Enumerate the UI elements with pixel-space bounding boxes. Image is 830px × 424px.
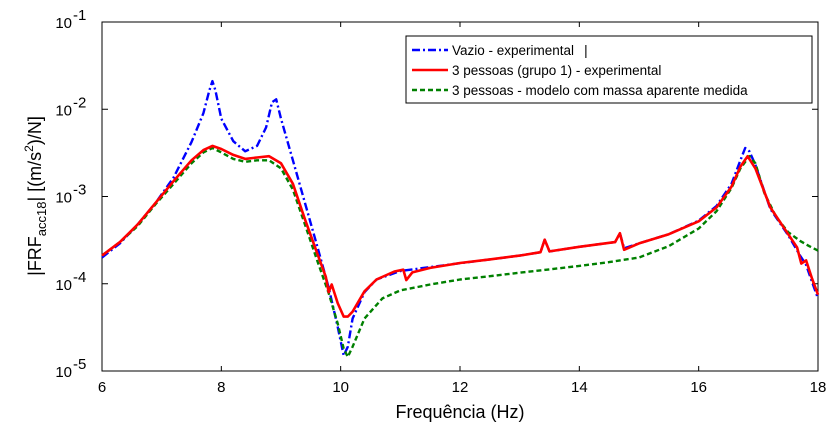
series-line-1 bbox=[101, 144, 820, 318]
x-axis-label: Frequência (Hz) bbox=[395, 402, 524, 422]
legend-label-vazio: Vazio - experimental | bbox=[452, 43, 588, 58]
y-tick-exponent: -3 bbox=[73, 182, 86, 199]
y-tick-exponent: -4 bbox=[73, 269, 86, 286]
legend: Vazio - experimental | 3 pessoas (grupo 1… bbox=[405, 35, 813, 104]
y-tick-label: 10 bbox=[55, 190, 72, 207]
y-tick-label: 10 bbox=[55, 102, 72, 119]
y-label-prefix: |FRF bbox=[25, 236, 45, 276]
legend-box bbox=[405, 35, 813, 104]
y-label-subscript: acc18 bbox=[34, 201, 49, 236]
x-tick-label: 8 bbox=[217, 379, 225, 396]
y-tick-label: 10 bbox=[55, 364, 72, 381]
y-tick-base: 10 bbox=[55, 277, 72, 294]
y-label-middle: | [(m/s bbox=[25, 152, 45, 202]
y-tick-base: 10 bbox=[55, 102, 72, 119]
y-tick-exponent: -1 bbox=[73, 7, 86, 24]
y-tick-base: 10 bbox=[55, 15, 72, 32]
y-tick-label: 10 bbox=[55, 277, 72, 294]
x-tick-label: 16 bbox=[690, 379, 707, 396]
legend-label-3-pessoas-experimental: 3 pessoas (grupo 1) - experimental bbox=[452, 63, 661, 78]
x-tick-label: 18 bbox=[810, 379, 827, 396]
y-tick-label: 10 bbox=[55, 15, 72, 32]
series-line-0 bbox=[101, 79, 820, 357]
y-tick-base: 10 bbox=[55, 364, 72, 381]
y-axis-label: |FRFacc18| [(m/s2)/N] bbox=[22, 116, 49, 276]
x-tick-label: 14 bbox=[571, 379, 588, 396]
series-lines bbox=[101, 79, 820, 359]
x-tick-label: 12 bbox=[452, 379, 469, 396]
y-label-superscript: 2 bbox=[22, 145, 36, 152]
y-tick-base: 10 bbox=[55, 190, 72, 207]
legend-label-vazio-suffix: | bbox=[584, 43, 588, 58]
legend-label-3-pessoas-modelo: 3 pessoas - modelo com massa aparente me… bbox=[452, 83, 748, 98]
y-tick-exponent: -5 bbox=[73, 356, 86, 373]
x-tick-label: 6 bbox=[98, 379, 106, 396]
x-tick-label: 10 bbox=[332, 379, 349, 396]
y-tick-exponent: -2 bbox=[73, 94, 86, 111]
y-label-suffix: )/N] bbox=[25, 116, 45, 145]
